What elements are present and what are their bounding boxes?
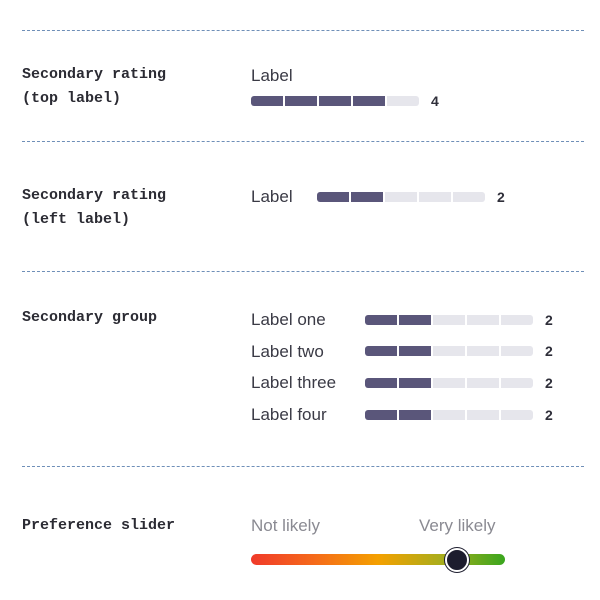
rating-segment-empty: [433, 346, 465, 356]
rating-segment-filled: [365, 315, 397, 325]
rating-segment-empty: [501, 346, 533, 356]
group-item-rating-bar: [365, 410, 533, 420]
rating-segment-filled: [317, 192, 349, 202]
group-item-label: Label one: [251, 310, 326, 329]
rating-segment-empty: [467, 410, 499, 420]
rating-segment-filled: [251, 96, 283, 106]
rating-segment-filled: [319, 96, 351, 106]
preference-slider-track[interactable]: [251, 554, 505, 565]
group-item-label: Label four: [251, 405, 327, 424]
group-item-value: 2: [545, 375, 553, 391]
rating-segment-filled: [351, 192, 383, 202]
divider: [22, 141, 584, 142]
rating-segment-empty: [433, 378, 465, 388]
rating-segment-empty: [501, 378, 533, 388]
rating-segment-filled: [399, 378, 431, 388]
rating-segment-empty: [467, 346, 499, 356]
group-item-rating-bar: [365, 315, 533, 325]
group-item-label: Label three: [251, 373, 337, 392]
section-title-top-label: Secondary rating (top label): [22, 66, 167, 107]
group-item-label: Label two: [251, 342, 324, 361]
rating-segment-empty: [433, 315, 465, 325]
rating-segment-empty: [387, 96, 419, 106]
divider: [22, 466, 584, 467]
rating-segment-empty: [467, 378, 499, 388]
preference-slider-thumb[interactable]: [444, 548, 469, 572]
slider-max-label: Very likely: [419, 516, 496, 535]
divider: [22, 30, 584, 31]
section-title-preference: Preference slider: [22, 517, 176, 534]
rating-value: 2: [497, 189, 505, 205]
section-title-group: Secondary group: [22, 309, 158, 326]
rating-segment-filled: [353, 96, 385, 106]
rating-segment-filled: [399, 410, 431, 420]
rating-bar-left-label: [317, 192, 485, 202]
rating-label: Label: [251, 187, 293, 206]
group-item-value: 2: [545, 407, 553, 423]
group-item-value: 2: [545, 312, 553, 328]
rating-segment-filled: [365, 346, 397, 356]
rating-segment-empty: [419, 192, 451, 202]
rating-segment-empty: [433, 410, 465, 420]
rating-label: Label: [251, 66, 293, 85]
group-item-rating-bar: [365, 346, 533, 356]
rating-segment-filled: [365, 378, 397, 388]
rating-segment-empty: [467, 315, 499, 325]
rating-value: 4: [431, 93, 439, 109]
rating-segment-filled: [365, 410, 397, 420]
rating-segment-empty: [501, 410, 533, 420]
rating-segment-filled: [399, 346, 431, 356]
divider: [22, 271, 584, 272]
rating-segment-empty: [453, 192, 485, 202]
group-item-value: 2: [545, 343, 553, 359]
rating-segment-filled: [285, 96, 317, 106]
rating-segment-filled: [399, 315, 431, 325]
rating-bar-top-label: [251, 96, 419, 106]
section-title-left-label: Secondary rating (left label): [22, 187, 167, 228]
group-item-rating-bar: [365, 378, 533, 388]
rating-segment-empty: [501, 315, 533, 325]
slider-min-label: Not likely: [251, 516, 320, 535]
rating-segment-empty: [385, 192, 417, 202]
